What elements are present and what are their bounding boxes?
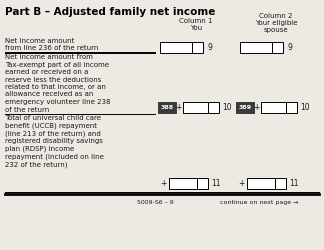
Text: 10: 10 — [300, 103, 310, 112]
Text: Net income amount
from line 236 of the return: Net income amount from line 236 of the r… — [5, 38, 98, 52]
Text: Your eligible: Your eligible — [255, 20, 297, 26]
Text: Total of universal child care
benefit (UCCB) repayment
(line 213 of the return) : Total of universal child care benefit (U… — [5, 115, 104, 168]
Bar — [236, 102, 254, 113]
Text: spouse: spouse — [264, 27, 288, 33]
Bar — [208, 102, 219, 113]
Text: Net income amount from
Tax-exempt part of all income
earned or received on a
res: Net income amount from Tax-exempt part o… — [5, 54, 110, 112]
Text: +: + — [175, 103, 181, 112]
Bar — [247, 178, 275, 189]
Bar — [192, 42, 203, 53]
Bar — [275, 178, 286, 189]
Text: 11: 11 — [211, 178, 221, 188]
Bar — [183, 102, 208, 113]
Bar — [286, 102, 297, 113]
Text: continue on next page →: continue on next page → — [220, 200, 298, 205]
Text: 388: 388 — [160, 105, 174, 110]
Bar — [197, 178, 208, 189]
Text: 9: 9 — [287, 43, 292, 52]
Bar — [261, 102, 286, 113]
Text: +: + — [160, 178, 166, 188]
Text: 389: 389 — [238, 105, 251, 110]
Text: 5009-S6 – 9: 5009-S6 – 9 — [137, 200, 173, 205]
Text: +: + — [253, 103, 259, 112]
Bar — [169, 178, 197, 189]
Text: 10: 10 — [222, 103, 232, 112]
Bar — [158, 102, 176, 113]
Text: Part B – Adjusted family net income: Part B – Adjusted family net income — [5, 7, 215, 17]
Text: 11: 11 — [289, 178, 298, 188]
Text: You: You — [190, 25, 202, 31]
Text: +: + — [238, 178, 244, 188]
Bar — [272, 42, 283, 53]
Text: Column 1: Column 1 — [179, 18, 213, 24]
Text: 9: 9 — [207, 43, 212, 52]
Text: Column 2: Column 2 — [259, 13, 293, 19]
Bar — [160, 42, 192, 53]
Bar — [240, 42, 272, 53]
